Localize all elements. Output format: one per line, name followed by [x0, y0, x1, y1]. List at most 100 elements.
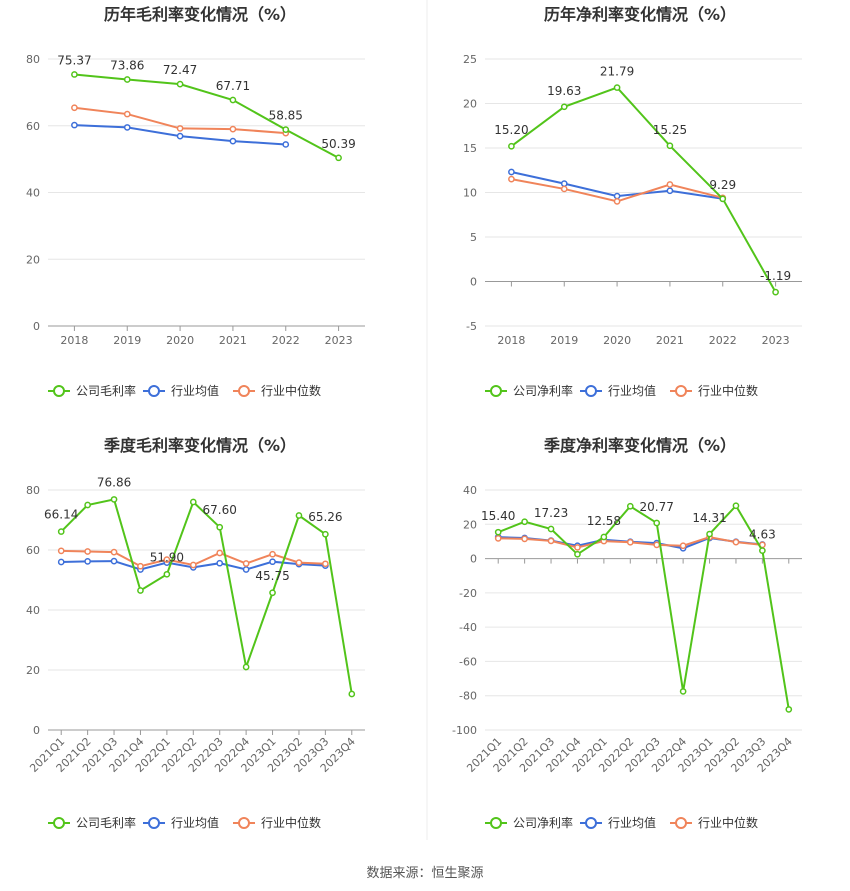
- legend-label: 行业均值: [171, 383, 219, 398]
- data-point-company: [335, 154, 342, 162]
- data-point-industry_avg: [57, 558, 65, 566]
- data-point-company: [772, 288, 779, 296]
- legend-marker: [238, 385, 250, 397]
- legend-item-company: 公司净利率: [485, 815, 573, 830]
- y-tick-label: 0: [470, 553, 477, 566]
- data-point-industry_avg: [71, 121, 78, 129]
- legend-item-industry_avg: 行业均值: [143, 383, 219, 398]
- data-point-company: [71, 71, 78, 78]
- data-point-company: [322, 530, 329, 538]
- data-point-industry_avg: [176, 132, 184, 140]
- chart-panel-3: 季度毛利率变化情况（%）0204060802021Q12021Q22021Q32…: [26, 436, 365, 830]
- legend-item-industry_median: 行业中位数: [670, 815, 758, 830]
- data-point-company: [295, 512, 303, 519]
- data-point-company: [653, 519, 661, 527]
- data-label: 50.39: [321, 137, 355, 151]
- legend-marker: [148, 817, 160, 829]
- data-point-industry_median: [626, 538, 634, 546]
- legend-label: 行业中位数: [261, 815, 321, 830]
- data-point-industry_median: [521, 535, 528, 543]
- data-label: 4.63: [749, 528, 776, 542]
- legend-item-industry_avg: 行业均值: [143, 815, 219, 830]
- legend-marker: [585, 817, 597, 829]
- legend-label: 行业均值: [171, 815, 219, 830]
- data-point-industry_median: [574, 544, 581, 551]
- data-point-industry_median: [679, 542, 687, 550]
- y-tick-label: 40: [463, 484, 477, 497]
- y-tick-label: 0: [33, 320, 40, 333]
- data-point-industry_median: [189, 561, 197, 569]
- chart-title: 季度毛利率变化情况（%）: [103, 436, 296, 455]
- legend-marker: [53, 385, 65, 397]
- data-label: 20.77: [640, 500, 674, 514]
- y-tick-label: 10: [463, 187, 477, 200]
- data-point-company: [679, 688, 687, 695]
- data-source-note: 数据来源：恒生聚源: [366, 866, 484, 881]
- data-point-company: [759, 547, 766, 554]
- y-tick-label: 0: [470, 276, 477, 289]
- series-line-company: [60, 498, 353, 695]
- data-label: 51.90: [150, 550, 184, 564]
- data-point-industry_median: [163, 556, 171, 563]
- y-tick-label: 80: [26, 484, 40, 497]
- data-label: 15.20: [494, 123, 528, 137]
- chart-title: 历年净利率变化情况（%）: [544, 5, 736, 24]
- legend-label: 公司毛利率: [76, 815, 136, 830]
- data-point-company: [521, 518, 528, 526]
- y-tick-label: 20: [463, 98, 477, 111]
- x-tick-label: 2018: [497, 334, 525, 347]
- data-point-industry_median: [653, 541, 661, 549]
- data-point-industry_avg: [84, 558, 91, 565]
- data-point-company: [110, 496, 118, 503]
- data-label: 58.85: [269, 109, 303, 123]
- x-tick-label: 2020: [166, 334, 194, 347]
- legend-label: 行业中位数: [698, 815, 758, 830]
- x-tick-label: 2020: [603, 334, 631, 347]
- data-point-industry_median: [269, 550, 276, 558]
- data-point-industry_avg: [110, 557, 118, 565]
- data-point-industry_median: [71, 104, 78, 112]
- y-tick-label: -80: [459, 690, 477, 703]
- y-tick-label: 0: [33, 724, 40, 737]
- legend-label: 公司净利率: [513, 383, 573, 398]
- data-point-industry_avg: [269, 558, 276, 566]
- data-point-company: [785, 706, 793, 713]
- data-point-company: [600, 533, 608, 541]
- data-label: -1.19: [760, 269, 791, 283]
- data-point-industry_median: [295, 559, 303, 566]
- data-point-company: [84, 501, 91, 509]
- data-label: 14.31: [692, 511, 726, 525]
- legend-marker: [148, 385, 160, 397]
- y-tick-label: 60: [26, 120, 40, 133]
- data-point-company: [574, 550, 581, 558]
- data-label: 45.75: [255, 569, 289, 583]
- data-point-industry_median: [229, 125, 237, 133]
- data-label: 9.29: [709, 178, 736, 192]
- data-point-company: [613, 84, 621, 91]
- data-point-industry_median: [84, 548, 91, 555]
- data-point-industry_median: [216, 549, 224, 557]
- data-point-company: [282, 126, 290, 133]
- legend-label: 行业中位数: [261, 383, 321, 398]
- legend-label: 公司毛利率: [76, 383, 136, 398]
- y-tick-label: 80: [26, 53, 40, 66]
- data-point-industry_median: [508, 175, 515, 183]
- legend-label: 公司净利率: [513, 815, 573, 830]
- series-line-company: [510, 86, 777, 293]
- legend-item-industry_median: 行业中位数: [670, 383, 758, 398]
- chart-title: 历年毛利率变化情况（%）: [104, 5, 296, 24]
- data-label: 12.58: [587, 514, 621, 528]
- x-tick-label: 2018: [60, 334, 88, 347]
- x-tick-label: 2021: [656, 334, 684, 347]
- legend-marker: [490, 817, 502, 829]
- legend-label: 行业均值: [608, 815, 656, 830]
- y-tick-label: -5: [466, 320, 477, 333]
- data-point-company: [494, 528, 502, 536]
- data-point-company: [176, 80, 184, 88]
- data-point-industry_avg: [216, 559, 224, 567]
- data-point-industry_median: [613, 198, 621, 205]
- data-label: 15.40: [481, 509, 515, 523]
- x-tick-label: 2019: [113, 334, 141, 347]
- data-point-industry_avg: [123, 124, 131, 131]
- legend-item-company: 公司净利率: [485, 383, 573, 398]
